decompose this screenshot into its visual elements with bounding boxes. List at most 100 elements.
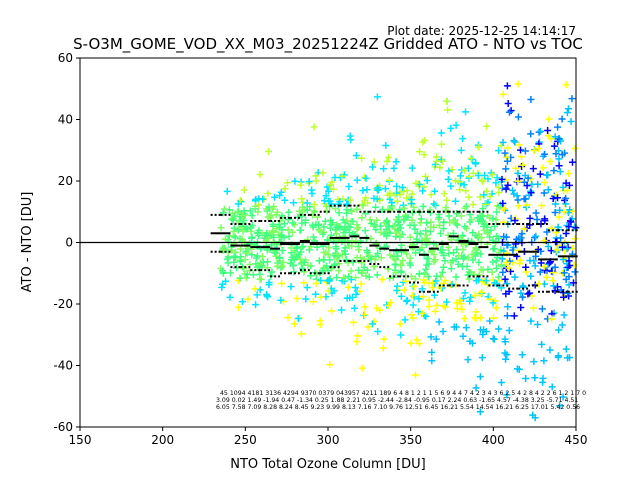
scatter-point [535,145,543,153]
scatter-point [548,383,556,391]
scatter-point [430,200,438,208]
scatter-point [269,227,277,235]
scatter-point [238,212,246,220]
scatter-point [567,118,575,126]
scatter-point [297,330,305,338]
scatter-point [223,255,231,263]
scatter-point [415,295,423,303]
scatter-point [538,305,546,313]
x-tick-label: 150 [69,433,92,447]
scatter-point [384,222,392,230]
scatter-point [478,288,486,296]
scatter-point [430,240,438,248]
scatter-point [248,234,256,242]
scatter-point [243,271,251,279]
scatter-point [505,108,513,116]
scatter-point [489,258,497,266]
x-tick-label: 250 [234,433,257,447]
scatter-point [263,292,271,300]
scatter-point [458,305,466,313]
scatter-point [476,373,484,381]
scatter-point [562,275,570,283]
scatter-point [277,188,285,196]
y-axis-ticks: -60 -40 -20 0 20 40 60 [53,51,80,434]
scatter-point [437,140,445,148]
scatter-point [328,307,336,315]
scatter-point [560,311,568,319]
scatter-point [430,291,438,299]
scatter-point [554,123,562,131]
scatter-point [484,265,492,273]
scatter-point [319,169,327,177]
scatter-point [323,262,331,270]
scatter-point [474,214,482,222]
scatter-point [409,292,417,300]
scatter-point [306,203,314,211]
y-tick-label: 0 [65,236,73,250]
scatter-point [330,237,338,245]
scatter-point [290,320,298,328]
scatter-point [433,302,441,310]
scatter-point [219,209,227,217]
scatter-point [468,155,476,163]
scatter-point [355,246,363,254]
scatter-point [419,202,427,210]
scatter-point [432,157,440,165]
scatter-point [230,227,238,235]
scatter-point [514,246,522,254]
scatter-point [406,221,414,229]
scatter-point [503,82,511,90]
scatter-point [382,232,390,240]
scatter-point [543,228,551,236]
scatter-point [457,300,465,308]
scatter-point [475,230,483,238]
scatter-point [440,302,448,310]
scatter-point [503,391,511,399]
scatter-point [449,257,457,265]
scatter-point [431,187,439,195]
scatter-point [533,216,541,224]
scatter-point [540,178,548,186]
scatter-points-layer [217,80,580,422]
scatter-point [427,191,435,199]
bin-counts-text: 45 1094 4181 3136 4294 9370 0379 043957 … [220,390,586,397]
scatter-point [511,216,519,224]
scatter-point [497,378,505,386]
scatter-point [545,115,553,123]
scatter-point [546,346,554,354]
scatter-point [483,187,491,195]
scatter-point [531,374,539,382]
scatter-point [385,153,393,161]
scatter-point [283,179,291,187]
scatter-point [551,287,559,295]
scatter-point [294,315,302,323]
scatter-point [466,218,474,226]
scatter-point [435,213,443,221]
scatter-point [489,214,497,222]
scatter-point [452,273,460,281]
scatter-point [499,90,507,98]
scatter-point [568,95,576,103]
scatter-point [516,256,524,264]
scatter-point [326,361,334,369]
scatter-point [495,189,503,197]
scatter-point [514,113,522,121]
scatter-point [544,242,552,250]
scatter-point [558,151,566,159]
scatter-point [442,206,450,214]
scatter-point [391,256,399,264]
scatter-point [476,193,484,201]
scatter-point [265,278,273,286]
scatter-point [514,169,522,177]
scatter-point [425,302,433,310]
scatter-point [346,196,354,204]
scatter-point [235,219,243,227]
scatter-point [517,289,525,297]
scatter-point [350,304,358,312]
scatter-point [221,235,229,243]
scatter-point [560,208,568,216]
scatter-point [476,408,484,416]
scatter-point [504,144,512,152]
scatter-point [396,231,404,239]
scatter-point [538,202,546,210]
